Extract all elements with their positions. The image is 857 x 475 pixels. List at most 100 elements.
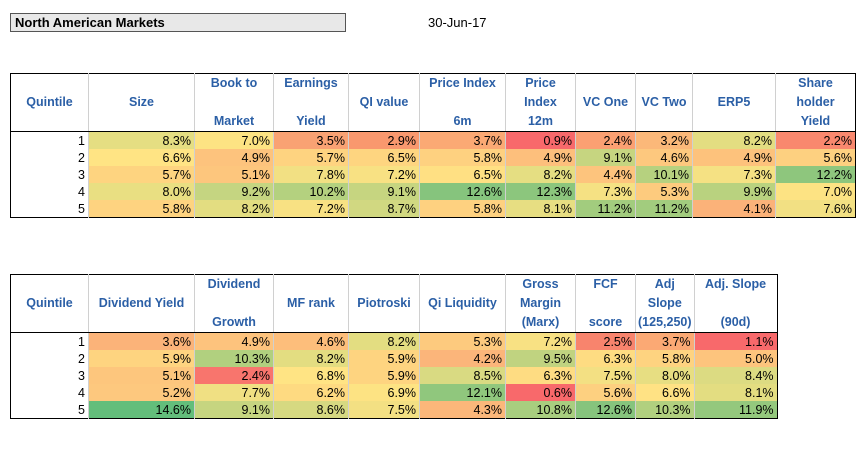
table-2-header: Quintile Dividend Yield Dividend Growth MF r…: [10, 274, 778, 333]
value-cell: 7.2%: [273, 200, 349, 218]
value-cell: 4.9%: [505, 149, 576, 166]
quintile-number: 3: [78, 368, 85, 383]
report-title: North American Markets: [10, 13, 346, 32]
column-header: Price Index 12m: [505, 73, 576, 132]
value-cell: 7.3%: [692, 166, 776, 183]
value-cell: 7.0%: [775, 183, 856, 200]
value-cell: 5.7%: [88, 166, 195, 183]
value-cell: 6.2%: [273, 384, 349, 401]
quintile-table-1: Quintile Size Book to Market Earnings Yield QI…: [10, 73, 856, 218]
value-cell: 8.6%: [273, 401, 349, 419]
value-cell: 5.1%: [194, 166, 274, 183]
value-cell: 8.2%: [505, 166, 576, 183]
column-header: Dividend Growth: [194, 274, 274, 333]
value-cell: 3.5%: [273, 131, 349, 149]
quintile-number: 1: [78, 133, 85, 148]
quintile-number: 2: [78, 150, 85, 165]
value-cell: 3.2%: [635, 131, 693, 149]
value-cell: 4.9%: [194, 149, 274, 166]
column-header: Book to Market: [194, 73, 274, 132]
value-cell: 8.2%: [348, 332, 420, 350]
value-cell: 5.7%: [273, 149, 349, 166]
value-cell: 10.3%: [635, 401, 695, 419]
value-cell: 4.4%: [575, 166, 636, 183]
value-cell: 7.6%: [775, 200, 856, 218]
value-cell: 6.3%: [505, 367, 576, 384]
value-cell: 6.9%: [348, 384, 420, 401]
quintile-number: 1: [78, 334, 85, 349]
value-cell: 8.5%: [419, 367, 506, 384]
value-cell: 9.1%: [575, 149, 636, 166]
value-cell: 6.6%: [88, 149, 195, 166]
column-header: Adj. Slope (90d): [693, 274, 778, 333]
table-row: 4 5.2% 7.7% 6.2% 6.9% 12.1% 0.6% 5.6% 6.6% 8.1%: [11, 384, 778, 401]
value-cell: 7.5%: [348, 401, 420, 419]
column-header: ERP5: [692, 73, 776, 132]
value-cell: 10.2%: [273, 183, 349, 200]
value-cell: 3.6%: [88, 332, 195, 350]
value-cell: 8.2%: [273, 350, 349, 367]
quintile-number: 5: [78, 402, 85, 417]
value-cell: 8.1%: [505, 200, 576, 218]
value-cell: 9.2%: [194, 183, 274, 200]
value-cell: 3.7%: [419, 131, 506, 149]
quintile-table-2: Quintile Dividend Yield Dividend Growth MF r…: [10, 274, 778, 419]
column-header: Size: [88, 73, 195, 132]
value-cell: 5.6%: [775, 149, 856, 166]
value-cell: 5.6%: [575, 384, 636, 401]
table-row: 3 5.7% 5.1% 7.8% 7.2% 6.5% 8.2% 4.4% 10.1% 7.3% 12…: [11, 166, 856, 183]
value-cell: 4.1%: [692, 200, 776, 218]
value-cell: 5.3%: [635, 183, 693, 200]
value-cell: 6.3%: [575, 350, 636, 367]
value-cell: 8.4%: [693, 367, 778, 384]
value-cell: 8.1%: [693, 384, 778, 401]
value-cell: 4.2%: [419, 350, 506, 367]
value-cell: 7.2%: [505, 332, 576, 350]
value-cell: 4.6%: [273, 332, 349, 350]
value-cell: 9.5%: [505, 350, 576, 367]
value-cell: 10.1%: [635, 166, 693, 183]
value-cell: 12.2%: [775, 166, 856, 183]
value-cell: 11.2%: [635, 200, 693, 218]
value-cell: 2.9%: [348, 131, 420, 149]
column-header: Adj Slope (125,250): [635, 274, 695, 333]
value-cell: 1.1%: [693, 332, 778, 350]
value-cell: 2.5%: [575, 332, 636, 350]
table-row: 5 5.8% 8.2% 7.2% 8.7% 5.8% 8.1% 11.2% 11.2% 4.1% 7…: [11, 200, 856, 218]
column-header: VC One: [575, 73, 636, 132]
value-cell: 5.9%: [348, 350, 420, 367]
quintile-number: 2: [78, 351, 85, 366]
value-cell: 6.6%: [635, 384, 695, 401]
quintile-number: 3: [78, 167, 85, 182]
value-cell: 3.7%: [635, 332, 695, 350]
value-cell: 9.9%: [692, 183, 776, 200]
value-cell: 5.3%: [419, 332, 506, 350]
value-cell: 9.1%: [348, 183, 420, 200]
column-header: Gross Margin (Marx): [505, 274, 576, 333]
value-cell: 6.5%: [348, 149, 420, 166]
value-cell: 4.3%: [419, 401, 506, 419]
table-row: 4 8.0% 9.2% 10.2% 9.1% 12.6% 12.3% 7.3% 5.3% 9.9%…: [11, 183, 856, 200]
value-cell: 12.3%: [505, 183, 576, 200]
value-cell: 12.6%: [575, 401, 636, 419]
report-date: 30-Jun-17: [428, 15, 487, 30]
value-cell: 4.9%: [692, 149, 776, 166]
value-cell: 4.9%: [194, 332, 274, 350]
value-cell: 7.3%: [575, 183, 636, 200]
value-cell: 5.1%: [88, 367, 195, 384]
value-cell: 10.8%: [505, 401, 576, 419]
value-cell: 5.8%: [635, 350, 695, 367]
value-cell: 7.0%: [194, 131, 274, 149]
value-cell: 8.7%: [348, 200, 420, 218]
value-cell: 0.6%: [505, 384, 576, 401]
column-header: Dividend Yield: [88, 274, 195, 333]
value-cell: 7.7%: [194, 384, 274, 401]
column-header: FCF score: [575, 274, 636, 333]
table-row: 5 14.6% 9.1% 8.6% 7.5% 4.3% 10.8% 12.6% 10.3% 11.…: [11, 401, 778, 419]
value-cell: 8.2%: [194, 200, 274, 218]
value-cell: 12.6%: [419, 183, 506, 200]
table-row: 2 6.6% 4.9% 5.7% 6.5% 5.8% 4.9% 9.1% 4.6% 4.9% 5.6…: [11, 149, 856, 166]
table-row: 2 5.9% 10.3% 8.2% 5.9% 4.2% 9.5% 6.3% 5.8% 5.0%: [11, 350, 778, 367]
value-cell: 5.9%: [88, 350, 195, 367]
value-cell: 5.9%: [348, 367, 420, 384]
